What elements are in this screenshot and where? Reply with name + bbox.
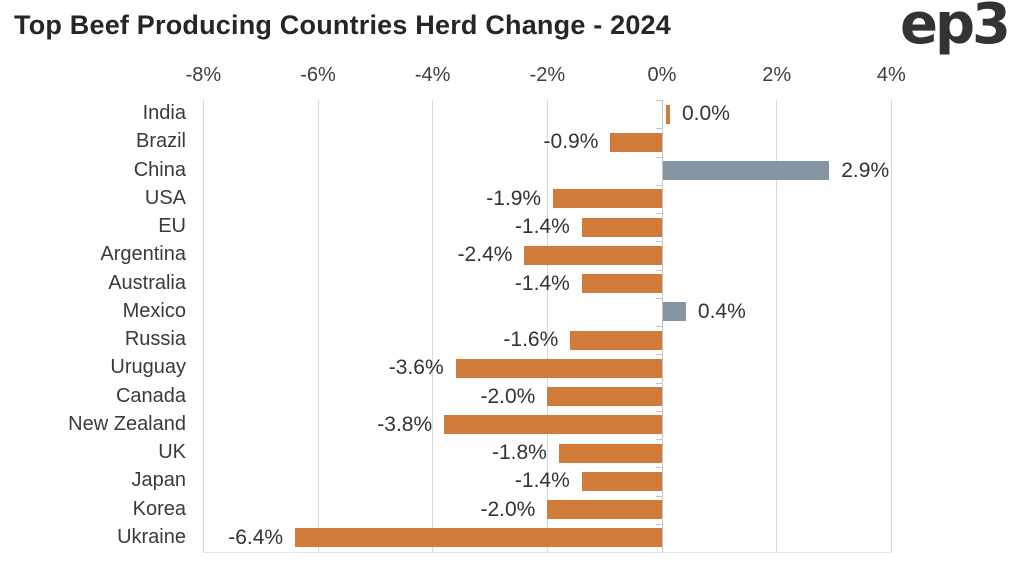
- value-label: -3.8%: [377, 412, 433, 436]
- category-label: New Zealand: [68, 412, 186, 435]
- value-label: -1.9%: [486, 186, 542, 210]
- value-label: -1.6%: [503, 328, 559, 352]
- bar: [610, 132, 662, 152]
- zero-axis-tick: [656, 410, 662, 412]
- zero-axis-tick: [656, 523, 662, 525]
- zero-axis-tick: [656, 156, 662, 158]
- value-label: 0.0%: [682, 102, 730, 126]
- zero-axis-tick: [656, 297, 662, 299]
- x-axis-tick-label: -4%: [414, 64, 451, 86]
- category-label: China: [133, 158, 186, 181]
- category-label: Canada: [115, 384, 186, 407]
- zero-axis-tick: [656, 213, 662, 214]
- bar: [581, 471, 662, 491]
- bar: [558, 443, 662, 463]
- zero-axis-tick: [656, 467, 662, 469]
- zero-axis-line: [661, 100, 663, 552]
- category-label: Russia: [124, 328, 186, 351]
- zero-axis-tick: [656, 439, 662, 440]
- category-label: Japan: [131, 469, 187, 492]
- x-axis-tick-label: -6%: [300, 64, 336, 86]
- zero-axis-tick: [656, 382, 662, 384]
- gridline: [890, 100, 892, 552]
- bar: [581, 274, 662, 294]
- value-label: -0.9%: [543, 130, 599, 154]
- gridline: [202, 100, 204, 552]
- value-label: -1.4%: [514, 469, 570, 493]
- bar: [663, 302, 686, 322]
- bar: [547, 500, 662, 520]
- x-axis-tick-label: -2%: [529, 64, 566, 86]
- zero-axis-tick: [656, 495, 662, 497]
- category-label: Korea: [132, 497, 186, 520]
- category-label: EU: [158, 215, 186, 238]
- category-label: UK: [158, 441, 186, 464]
- value-label: -1.4%: [514, 271, 570, 295]
- bar: [444, 415, 662, 435]
- x-axis-tick-label: 4%: [876, 64, 906, 86]
- x-axis-tick-label: -8%: [185, 64, 222, 86]
- x-axis-tick-label: 2%: [762, 64, 792, 86]
- value-label: -6.4%: [228, 525, 284, 549]
- category-label: India: [142, 102, 186, 125]
- zero-axis-tick: [656, 100, 662, 101]
- category-label: Ukraine: [117, 525, 186, 548]
- value-label: 0.4%: [697, 299, 746, 323]
- value-label: -2.0%: [480, 497, 536, 521]
- bar: [663, 161, 830, 181]
- gridline: [776, 100, 778, 552]
- value-label: -1.4%: [514, 215, 570, 239]
- category-label: Australia: [108, 271, 186, 294]
- zero-axis-tick: [656, 184, 662, 186]
- x-axis-tick-label: 0%: [647, 64, 677, 86]
- gridline: [432, 100, 434, 552]
- value-label: -1.8%: [491, 441, 547, 465]
- value-label: -2.0%: [480, 384, 536, 408]
- bar: [570, 330, 662, 350]
- plot-baseline: [203, 552, 892, 553]
- category-label: USA: [144, 186, 186, 209]
- zero-axis-tick: [656, 241, 662, 243]
- bar: [547, 387, 662, 407]
- zero-axis-tick: [656, 269, 662, 271]
- zero-axis-tick: [656, 354, 662, 356]
- brand-logo: ep3: [899, 0, 1011, 57]
- bar: [553, 189, 662, 209]
- category-label: Brazil: [135, 130, 186, 153]
- value-label: 2.9%: [841, 158, 890, 182]
- bar: [581, 217, 662, 237]
- bar: [295, 528, 662, 548]
- gridline: [317, 100, 319, 552]
- bar: [455, 358, 662, 378]
- category-label: Uruguay: [110, 356, 186, 379]
- zero-axis-tick: [656, 326, 662, 327]
- category-label: Argentina: [100, 243, 186, 266]
- value-label: -3.6%: [388, 356, 444, 380]
- bar: [666, 104, 670, 124]
- value-label: -2.4%: [457, 243, 513, 267]
- bar: [524, 245, 662, 265]
- category-label: Mexico: [122, 299, 186, 322]
- gridline: [546, 100, 548, 552]
- zero-axis-tick: [656, 128, 662, 130]
- chart-title: Top Beef Producing Countries Herd Change…: [14, 10, 671, 40]
